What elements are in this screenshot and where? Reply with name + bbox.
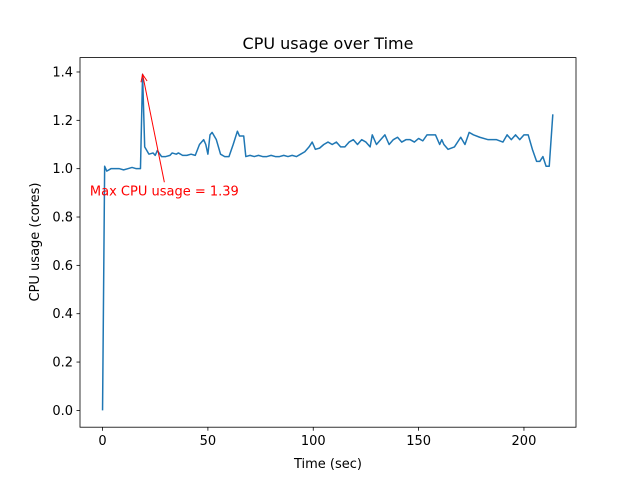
- y-tick-label: 0.8: [52, 211, 73, 226]
- annotation-arrowhead: [140, 73, 148, 83]
- x-tick-label: 0: [98, 434, 106, 449]
- y-tick-label: 0.0: [52, 404, 73, 419]
- y-tick-label: 1.2: [52, 114, 73, 129]
- annotation-text: Max CPU usage = 1.39: [90, 184, 239, 199]
- y-tick-label: 0.4: [52, 307, 73, 322]
- x-tick-label: 50: [200, 434, 217, 449]
- y-tick-label: 0.6: [52, 259, 73, 274]
- y-tick-label: 1.4: [52, 65, 73, 80]
- x-tick-label: 100: [301, 434, 326, 449]
- axes-frame: [79, 57, 577, 428]
- data-line: [101, 73, 554, 411]
- chart-title: CPU usage over Time: [243, 34, 414, 53]
- y-tick-label: 1.0: [52, 162, 73, 177]
- x-tick-label: 200: [512, 434, 537, 449]
- x-tick-label: 150: [406, 434, 431, 449]
- annotation-arrow: [142, 74, 165, 183]
- x-axis-label: Time (sec): [293, 457, 362, 472]
- y-tick-label: 0.2: [52, 356, 73, 371]
- y-axis-label: CPU usage (cores): [28, 183, 43, 302]
